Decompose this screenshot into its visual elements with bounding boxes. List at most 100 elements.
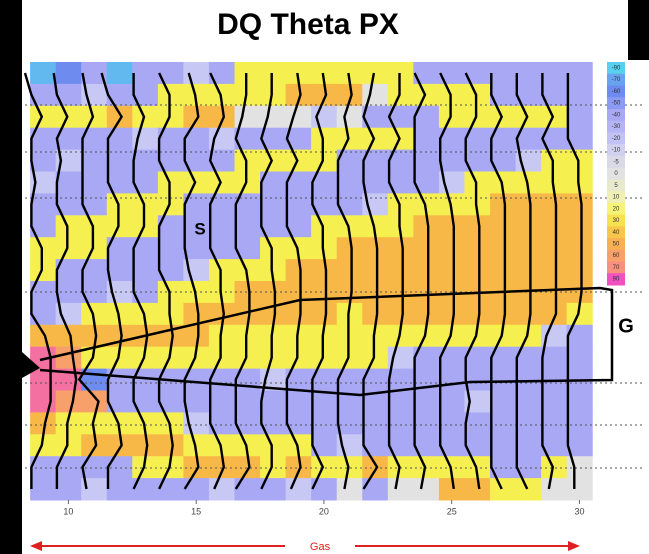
heat-cell [183, 62, 209, 84]
colorbar-label: -30 [612, 124, 621, 130]
heat-cell [490, 215, 516, 237]
heat-cell [107, 478, 133, 500]
heat-cell [311, 150, 337, 172]
chart: DQ Theta PX SG -90-70-60-50-40-30-20-10-… [0, 0, 649, 554]
heat-cell [388, 128, 414, 150]
heat-cell [260, 150, 286, 172]
heat-cell [107, 150, 133, 172]
heat-cell [388, 412, 414, 434]
heat-cell [30, 106, 56, 128]
heat-cell [235, 84, 261, 106]
heat-cell [235, 347, 261, 369]
heat-cell [286, 347, 312, 369]
heat-cell [464, 106, 490, 128]
heat-cell [56, 172, 82, 194]
heat-cell [56, 434, 82, 456]
heat-cell [567, 412, 593, 434]
heat-cell [413, 391, 439, 413]
heat-cell [30, 193, 56, 215]
colorbar-label: -10 [612, 148, 621, 154]
heat-cell [541, 259, 567, 281]
heat-cell [337, 259, 363, 281]
heat-cell [311, 106, 337, 128]
heat-cell [413, 84, 439, 106]
heat-cell [490, 434, 516, 456]
heat-cell [81, 215, 107, 237]
heat-cell [541, 456, 567, 478]
heat-cell [567, 347, 593, 369]
heat-cell [388, 391, 414, 413]
heat-cell [56, 215, 82, 237]
heat-cell [56, 237, 82, 259]
heat-cell [311, 347, 337, 369]
heat-cell [567, 84, 593, 106]
heat-cell [286, 193, 312, 215]
heat-cell [183, 128, 209, 150]
heat-cell [388, 84, 414, 106]
heat-cell [260, 84, 286, 106]
heat-cell [362, 62, 388, 84]
heat-cell [81, 150, 107, 172]
heat-cell [516, 106, 542, 128]
heat-cell [362, 128, 388, 150]
heat-cell [209, 391, 235, 413]
heat-cell [337, 347, 363, 369]
heat-cell [490, 62, 516, 84]
colorbar-label: -5 [613, 159, 619, 165]
x-axis-label: Gas [310, 541, 331, 553]
heat-cell [490, 391, 516, 413]
heat-cell [158, 84, 184, 106]
heat-cell [362, 456, 388, 478]
heat-cell [107, 456, 133, 478]
heat-cell [30, 237, 56, 259]
colorbar-label: 10 [613, 195, 620, 201]
heat-cell [56, 391, 82, 413]
heat-cell [235, 150, 261, 172]
heat-cell [337, 128, 363, 150]
heat-cell [260, 237, 286, 259]
heat-cell [107, 62, 133, 84]
heat-cell [311, 456, 337, 478]
heat-cell [567, 237, 593, 259]
heat-cell [132, 215, 158, 237]
heat-cell [260, 456, 286, 478]
heat-cell [209, 172, 235, 194]
heat-cell [516, 391, 542, 413]
heat-cell [439, 84, 465, 106]
colorbar-label: 30 [613, 218, 620, 224]
heat-cell [541, 215, 567, 237]
heat-cell [490, 259, 516, 281]
heat-cell [362, 84, 388, 106]
heat-cell [107, 215, 133, 237]
arrow-head [568, 541, 580, 551]
heat-cell [541, 106, 567, 128]
heat-cell [158, 237, 184, 259]
heat-cell [490, 237, 516, 259]
heat-cell [30, 391, 56, 413]
heat-cell [30, 62, 56, 84]
heat-cell [235, 391, 261, 413]
heat-cell [541, 412, 567, 434]
heat-cell [209, 215, 235, 237]
heat-cell [439, 391, 465, 413]
heat-cell [413, 259, 439, 281]
heat-cell [567, 215, 593, 237]
heat-cell [541, 391, 567, 413]
heat-cell [464, 259, 490, 281]
heat-cell [158, 172, 184, 194]
heat-cell [260, 347, 286, 369]
heat-cell [567, 478, 593, 500]
heat-cell [516, 478, 542, 500]
heat-cell [56, 62, 82, 84]
heat-cell [439, 369, 465, 391]
heat-cell [286, 106, 312, 128]
heat-cell [413, 128, 439, 150]
heat-cell [260, 62, 286, 84]
heat-cell [464, 84, 490, 106]
heat-cell [209, 478, 235, 500]
heat-cell [56, 325, 82, 347]
heat-cell [388, 369, 414, 391]
colorbar-label: 20 [613, 206, 620, 212]
x-tick-label: 10 [63, 506, 73, 516]
heat-cell [132, 150, 158, 172]
